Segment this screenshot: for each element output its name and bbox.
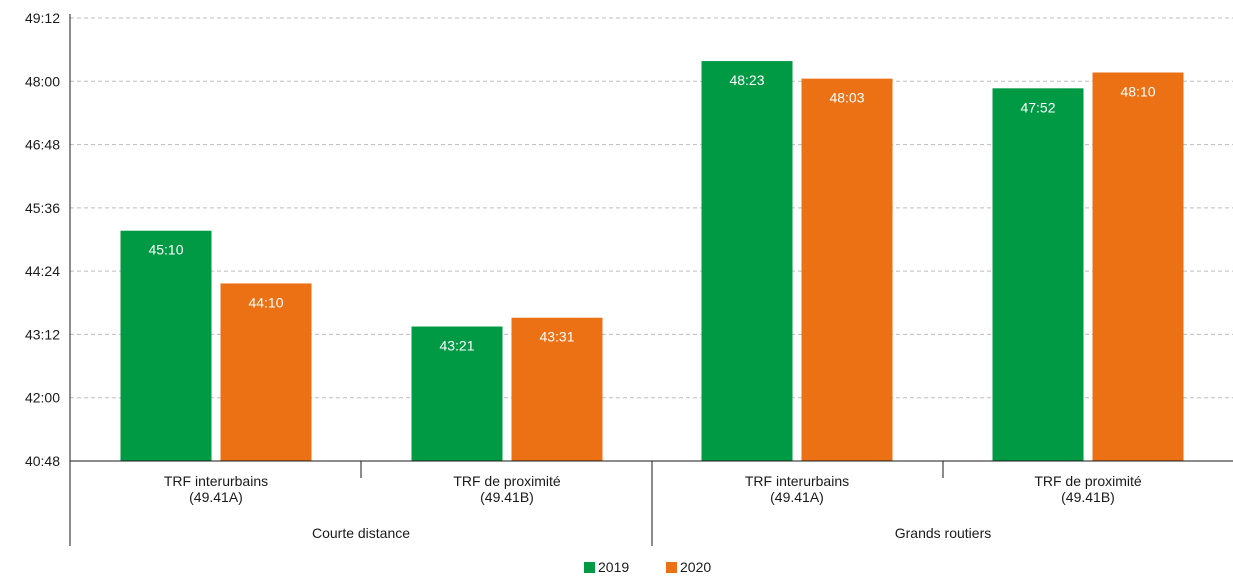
data-label: 48:03 [829,90,864,106]
x-category-label: TRF de proximité [1034,473,1142,489]
bar-2019 [411,326,503,461]
x-category-label: TRF de proximité [453,473,561,489]
bar-2020 [511,317,603,461]
bar-2020 [220,283,312,461]
y-tick-label: 49:12 [25,10,60,26]
y-tick-label: 48:00 [25,73,60,89]
legend-swatch-2020 [666,562,677,573]
bar-2020 [801,78,893,462]
data-label: 45:10 [148,242,183,258]
x-category-label: TRF interurbains [745,473,849,489]
bar-2019 [701,61,793,461]
legend-label: 2019 [598,559,629,575]
bar-2020 [1092,72,1184,461]
legend-label: 2020 [680,559,711,575]
x-category-label: TRF interurbains [164,473,268,489]
bar-2019 [120,230,212,461]
x-category-label: (49.41A) [770,489,824,505]
legend-swatch-2019 [584,562,595,573]
data-label: 44:10 [248,294,283,310]
y-tick-label: 42:00 [25,390,60,406]
bars: 45:10 44:10 43:21 43:31 48:23 48:03 47:52 48:10 [120,61,1184,462]
y-tick-label: 40:48 [25,453,60,469]
x-category-label: (49.41A) [189,489,243,505]
data-label: 47:52 [1020,99,1055,115]
data-label: 43:21 [439,338,474,354]
x-group-label: Grands routiers [895,525,991,541]
x-category-label: (49.41B) [480,489,534,505]
data-label: 43:31 [539,329,574,345]
bar-2019 [992,88,1084,462]
y-tick-label: 43:12 [25,326,60,342]
axes: 40:48 42:00 43:12 44:24 45:36 46:48 48:00 49:12… [25,10,1233,546]
data-label: 48:23 [729,72,764,88]
legend: 2019 2020 [584,559,711,575]
y-tick-label: 46:48 [25,137,60,153]
x-group-label: Courte distance [312,525,410,541]
data-label: 48:10 [1120,83,1155,99]
y-tick-label: 45:36 [25,200,60,216]
y-tick-label: 44:24 [25,263,60,279]
x-category-label: (49.41B) [1061,489,1115,505]
